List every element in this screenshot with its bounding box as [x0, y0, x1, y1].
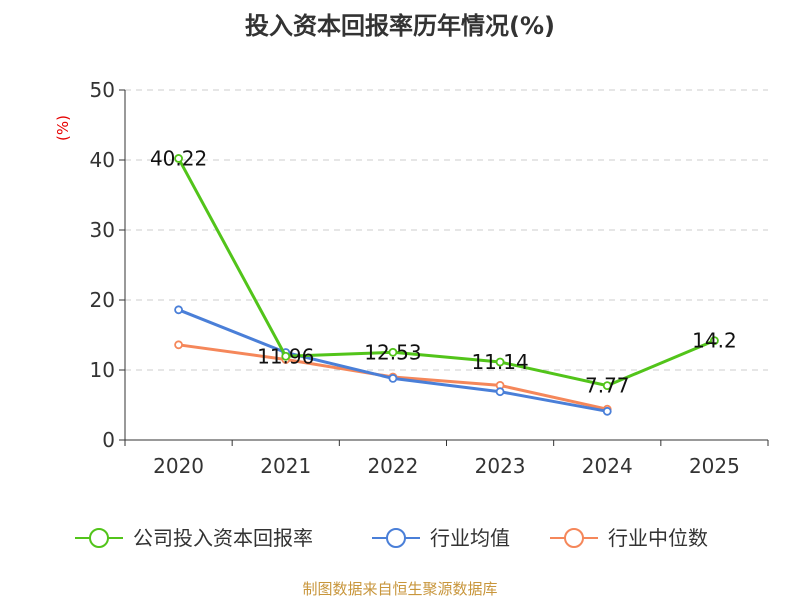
x-tick-label-2024: 2024: [582, 454, 633, 478]
data-label-2021: 11.96: [257, 344, 314, 368]
y-axis-unit: (%): [54, 115, 72, 141]
series-group: [174, 154, 719, 416]
x-tick-label-2020: 2020: [153, 454, 204, 478]
y-tick-label-50: 50: [90, 78, 115, 102]
series-0-point-2022: [388, 347, 398, 357]
y-tick-label-30: 30: [90, 218, 115, 242]
series-2-point-2020: [174, 340, 183, 350]
legend-label-1: 行业均值: [430, 526, 510, 550]
data-labels: 40.22 11.96 12.53 11.14 7.77 14.2: [150, 146, 737, 397]
y-tick-label-0: 0: [102, 428, 115, 452]
x-tick-label-2025: 2025: [689, 454, 740, 478]
y-tick-label-40: 40: [90, 148, 115, 172]
series-1-point-2020: [174, 305, 183, 315]
legend: 公司投入资本回报率 行业均值 行业中位数: [75, 526, 708, 550]
series-0-point-2025: [710, 336, 719, 346]
source-note: 制图数据来自恒生聚源数据库: [302, 580, 497, 598]
series-1-point-2023: [495, 387, 505, 397]
series-1-point-2024: [602, 406, 612, 416]
x-tick-label-2023: 2023: [475, 454, 526, 478]
data-label-2025: 14.2: [692, 329, 737, 353]
legend-marker-1: [386, 528, 406, 548]
x-tick-label-2021: 2021: [260, 454, 311, 478]
axes: 0 10 20 30 40 50 2020 2021 2022 2023 2024 2025: [90, 78, 769, 478]
data-label-2023: 11.14: [471, 350, 528, 374]
series-0-point-2024: [602, 381, 612, 391]
data-label-2022: 12.53: [364, 340, 421, 364]
data-label-2024: 7.77: [585, 374, 630, 398]
chart-title: 投入资本回报率历年情况(%): [245, 12, 555, 40]
series-0-point-2023: [495, 357, 505, 367]
series-0-point-2020: [174, 154, 183, 163]
gridlines: [125, 89, 768, 371]
legend-label-0: 公司投入资本回报率: [133, 526, 313, 550]
x-tick-label-2022: 2022: [367, 454, 418, 478]
series-0-point-2021: [281, 351, 291, 361]
series-line-0: [177, 157, 715, 388]
legend-marker-0: [89, 528, 109, 548]
data-label-2020: 40.22: [150, 146, 207, 170]
legend-marker-2: [564, 528, 584, 548]
legend-label-2: 行业中位数: [608, 526, 708, 550]
y-tick-label-10: 10: [90, 358, 115, 382]
y-tick-label-20: 20: [90, 288, 115, 312]
series-1-point-2022: [388, 373, 398, 383]
